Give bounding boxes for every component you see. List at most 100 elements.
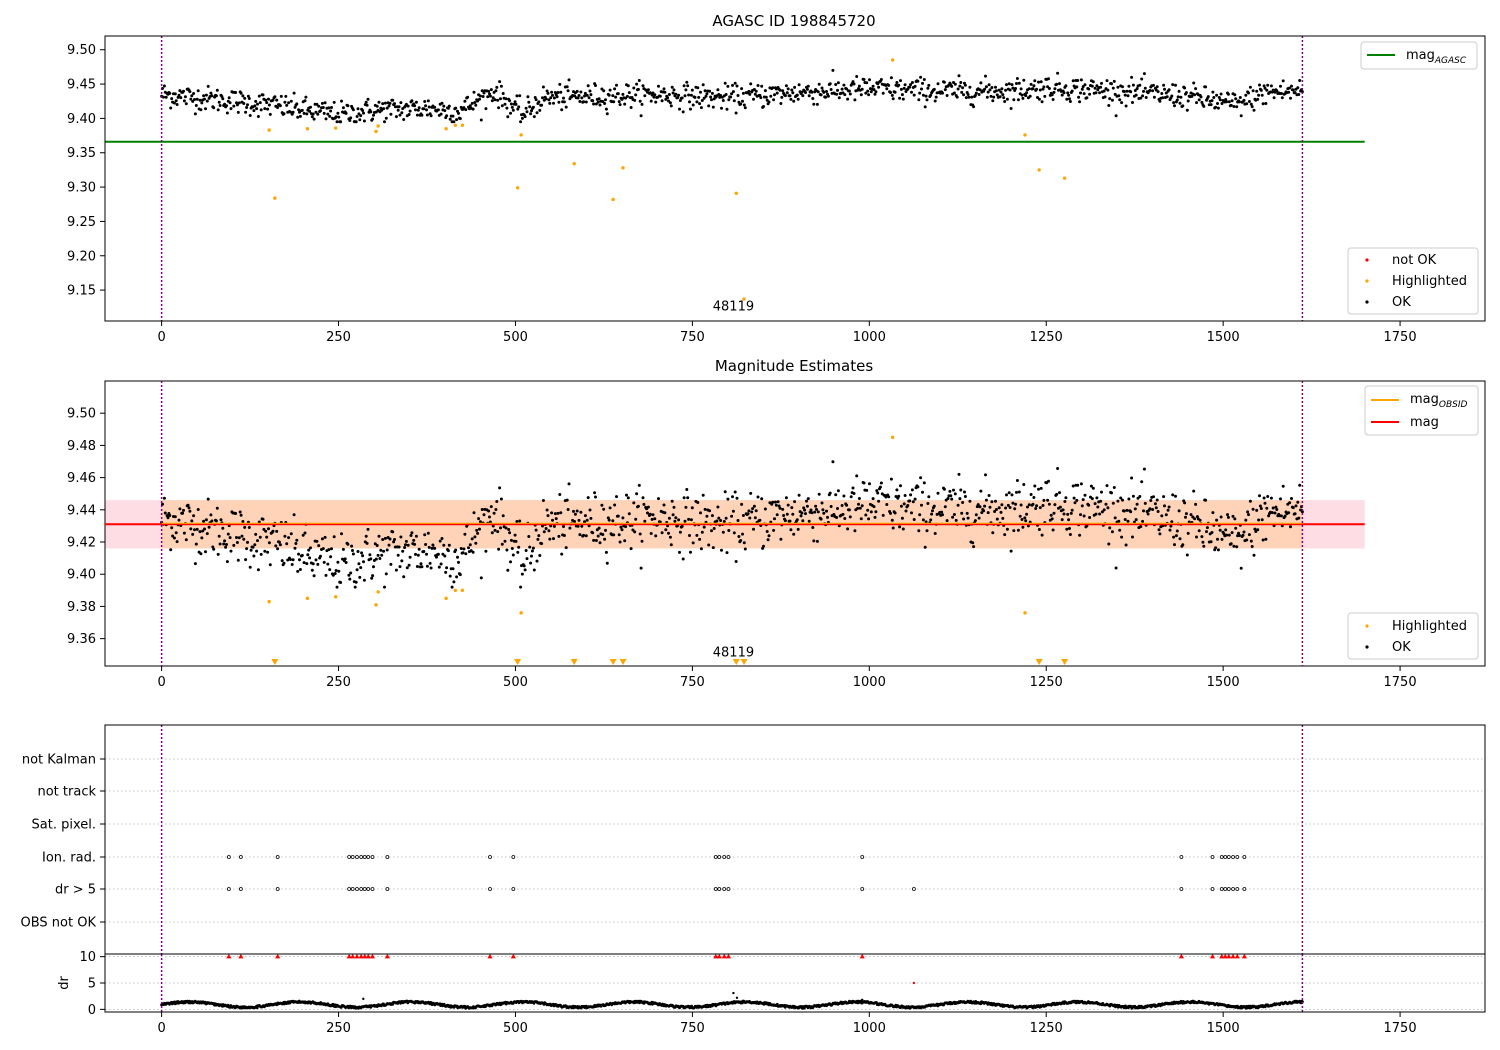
x-tick-label: 1250 [1030,1021,1063,1036]
ok-point [330,106,333,109]
ok-point [597,97,601,101]
dr-high-marker [384,953,390,959]
flag-event-marker [511,887,516,891]
ok-point [852,492,856,495]
ok-point [817,82,821,86]
ok-point [617,100,621,104]
ok-point [1020,93,1024,97]
dr-high-marker [226,953,232,959]
ok-point [749,491,753,495]
ok-point [772,98,776,102]
ok-point [479,576,483,580]
ok-point [497,106,501,110]
ok-point [1153,502,1157,506]
ok-point [478,527,481,531]
ok-point [261,93,265,97]
highlighted-point [572,162,576,166]
ok-point [385,548,389,552]
ok-point [749,82,753,86]
ok-point [1155,85,1159,89]
ok-point [783,519,787,523]
ok-point [1216,106,1220,110]
ok-point [909,493,913,497]
ok-point [716,505,720,509]
ok-point [203,527,206,531]
ok-point [853,529,857,533]
ok-point [489,505,493,509]
ok-point [1190,94,1194,98]
ok-point [565,85,569,89]
y-tick-label: 10 [79,950,96,965]
ok-point [544,97,548,101]
ok-point [337,115,341,119]
ok-point [1288,86,1292,90]
ok-point [1176,95,1180,99]
ok-point [637,483,641,487]
ok-point [443,109,447,113]
ok-point [354,580,358,584]
ok-point [1068,100,1072,103]
ok-point [877,85,881,89]
ok-point [819,517,823,521]
legend-ok-marker [1365,300,1369,304]
ok-point [435,555,438,559]
ok-point [246,103,249,107]
ok-point [530,554,533,558]
ok-point [447,104,451,108]
ok-point [1031,502,1035,506]
ok-point [1138,83,1142,87]
ok-point [815,539,819,543]
ok-point [638,532,642,536]
ok-point [429,114,433,118]
ok-point [456,555,459,559]
ok-point [540,542,544,546]
ok-point [438,539,442,543]
ok-point [589,516,593,520]
ok-point [1264,102,1268,105]
ok-point [257,94,261,98]
ok-point [1225,100,1229,104]
ok-point [1165,95,1169,99]
ok-point [671,513,675,517]
ok-point [643,519,647,523]
ok-point [406,543,410,547]
ok-point [881,513,885,517]
ok-point [913,84,917,88]
ok-point [743,547,747,551]
ok-point [200,536,204,540]
ok-point [527,535,531,538]
ok-point [298,558,301,562]
ok-point [394,568,398,572]
ok-point [618,103,622,107]
ok-point [1155,498,1159,502]
ok-point [552,537,555,541]
highlighted-below-marker [619,659,627,665]
ok-point [375,104,379,108]
ok-point [509,111,512,115]
ok-point [1051,528,1055,532]
ok-point [733,490,737,494]
ok-point [384,572,388,576]
y-tick-label: 9.42 [67,536,96,551]
ok-point [672,88,676,92]
ok-point [480,89,484,93]
ok-point [344,111,348,115]
ok-point [351,552,355,556]
ok-point [1251,507,1255,511]
ok-point [163,511,167,515]
ok-point [670,499,674,503]
ok-point [1144,96,1148,99]
dr-outlier-point [912,981,916,985]
ok-point [1029,82,1033,86]
ok-point [225,560,229,564]
ok-point [824,95,828,99]
ok-point [1037,97,1041,101]
ok-point [1130,476,1134,480]
ok-point [740,87,744,91]
ok-point [990,86,994,89]
ok-point [248,114,252,117]
ok-point [1142,509,1145,513]
ok-point [525,557,529,561]
ok-point [997,88,1001,92]
ok-point [942,80,946,84]
